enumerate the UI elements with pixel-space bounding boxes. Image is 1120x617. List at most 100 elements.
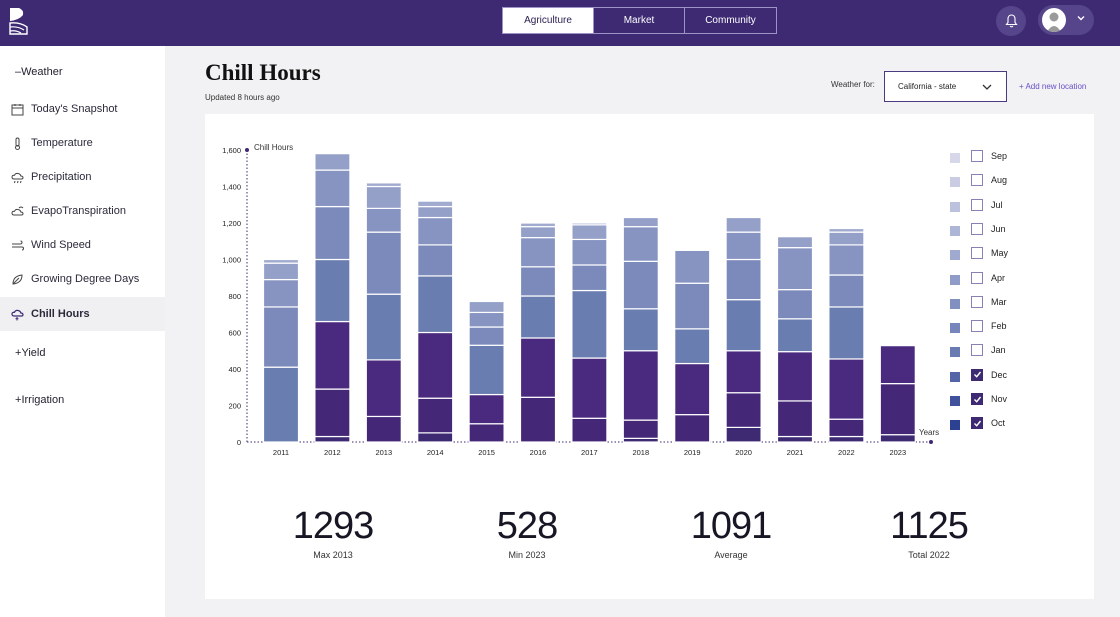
bar-segment-nov-2013: [365, 415, 402, 443]
legend-checkbox-oct[interactable]: [971, 417, 983, 430]
expand-icon: +: [15, 347, 22, 359]
sidebar-item-wind-speed[interactable]: Wind Speed: [0, 228, 165, 262]
bar-segment-dec-2015: [468, 393, 505, 425]
legend-checkbox-jun[interactable]: [971, 222, 983, 235]
legend-item-apr[interactable]: Apr: [950, 271, 1005, 287]
sidebar-item-todays-snapshot[interactable]: Today's Snapshot: [0, 92, 165, 126]
bar-segment-feb-2022: [828, 274, 865, 308]
x-tick-label: 2022: [838, 448, 855, 457]
bar-segment-nov-2021: [776, 400, 814, 438]
collapse-icon: –: [15, 66, 22, 78]
bar-segment-feb-2019: [674, 282, 711, 330]
wind-icon: [12, 240, 24, 250]
x-tick-label: 2013: [375, 448, 392, 457]
legend-item-jun[interactable]: Jun: [950, 222, 1006, 238]
x-tick-label: 2020: [735, 448, 752, 457]
tab-community[interactable]: Community: [705, 15, 756, 26]
legend-checkbox-aug[interactable]: [971, 174, 983, 187]
legend-checkbox-feb[interactable]: [971, 320, 983, 333]
legend-swatch: [950, 323, 960, 334]
sidebar-item-evapotranspiration[interactable]: EvapoTranspiration: [0, 194, 165, 228]
x-axis-end-dot: [929, 440, 933, 444]
legend-label: Apr: [991, 272, 1006, 283]
x-axis-title: Years: [919, 428, 939, 437]
legend-label: Oct: [991, 418, 1006, 429]
bar-segment-nov-2012: [314, 388, 351, 438]
chevron-down-icon: [1077, 16, 1085, 21]
sidebar-section-yield[interactable]: +Yield: [15, 347, 46, 359]
legend-checkbox-mar[interactable]: [971, 295, 983, 308]
sidebar-item-label: EvapoTranspiration: [31, 205, 126, 217]
sidebar-item-growing-degree-days[interactable]: Growing Degree Days: [0, 262, 165, 296]
legend-checkbox-nov[interactable]: [971, 393, 983, 405]
legend-label: May: [991, 248, 1009, 259]
legend-label: Aug: [991, 175, 1008, 186]
bar-segment-may-2022: [828, 227, 865, 233]
bar-segment-jan-2022: [828, 306, 865, 360]
y-tick-label: 1,000: [222, 256, 241, 265]
legend-checkbox-apr[interactable]: [971, 271, 983, 284]
legend-item-sep[interactable]: Sep: [950, 150, 1007, 165]
bar-segment-dec-2012: [314, 320, 351, 390]
bar-segment-apr-2018: [622, 216, 659, 228]
location-select[interactable]: California - state: [884, 71, 1007, 102]
sidebar-item-temperature[interactable]: Temperature: [0, 126, 165, 160]
sidebar-section-weather[interactable]: –Weather: [15, 66, 63, 78]
leaf-icon: [12, 273, 23, 285]
sidebar-item-precipitation[interactable]: Precipitation: [0, 160, 165, 194]
sidebar-item-label: Precipitation: [31, 171, 92, 183]
thermometer-icon: [15, 137, 20, 150]
x-tick-label: 2019: [684, 448, 701, 457]
legend-swatch: [950, 153, 960, 163]
bar-segment-may-2016: [519, 222, 557, 228]
stat-value: 1091: [690, 505, 773, 547]
location-select-value: California - state: [898, 82, 957, 91]
profile-menu-button[interactable]: [1038, 5, 1094, 35]
sidebar-item-label: Growing Degree Days: [31, 273, 140, 285]
bar-segment-mar-2014: [417, 216, 454, 246]
legend-item-mar[interactable]: Mar: [950, 295, 1007, 311]
legend-item-aug[interactable]: Aug: [950, 174, 1007, 189]
legend-checkbox-sep[interactable]: [971, 150, 983, 162]
notifications-button[interactable]: [996, 6, 1026, 36]
add-location-link[interactable]: + Add new location: [1019, 82, 1087, 91]
legend-item-jul[interactable]: Jul: [950, 198, 1003, 214]
bar-segment-jan-2020: [725, 299, 762, 352]
sidebar-section-irrigation[interactable]: +Irrigation: [15, 394, 64, 406]
bar-segment-dec-2022: [828, 358, 865, 420]
bar-segment-jan-2017: [571, 289, 608, 359]
legend-label: Jun: [991, 223, 1006, 234]
legend-item-nov[interactable]: Nov: [950, 393, 1007, 408]
legend-checkbox-jan[interactable]: [971, 344, 983, 357]
bar-segment-jan-2019: [674, 328, 711, 365]
bar-segment-feb-2021: [776, 289, 814, 320]
legend-checkbox-dec[interactable]: [971, 368, 983, 381]
x-tick-label: 2023: [889, 448, 906, 457]
bar-segment-nov-2022: [828, 418, 865, 438]
legend-label: Feb: [991, 321, 1007, 332]
bar-segment-apr-2014: [417, 205, 454, 219]
bar-segment-may-2013: [365, 182, 402, 188]
legend-label: Mar: [991, 296, 1007, 307]
tab-agriculture[interactable]: Agriculture: [503, 8, 594, 33]
avatar: [1042, 8, 1066, 32]
stat-value: 528: [496, 505, 558, 547]
x-tick-label: 2021: [787, 448, 804, 457]
bar-segment-mar-2011: [262, 278, 300, 308]
legend-item-feb[interactable]: Feb: [950, 320, 1007, 335]
stat-average: 1091 Average: [651, 505, 811, 560]
tab-market[interactable]: Market: [594, 8, 685, 33]
legend-checkbox-jul[interactable]: [971, 198, 983, 211]
bar-segment-apr-2022: [828, 231, 865, 246]
legend-item-may[interactable]: May: [950, 247, 1008, 262]
legend-item-oct[interactable]: Oct: [950, 417, 1005, 432]
bar-segment-jan-2016: [519, 295, 557, 339]
legend-item-jan[interactable]: Jan: [950, 344, 1006, 359]
sidebar-item-label: Chill Hours: [31, 308, 90, 320]
legend-item-dec[interactable]: Dec: [950, 368, 1007, 384]
legend-checkbox-may[interactable]: [971, 247, 983, 260]
bar-segment-oct-2022: [828, 435, 865, 443]
brand-logo-icon[interactable]: [8, 7, 30, 35]
bar-segment-may-2017: [571, 222, 608, 226]
sidebar-item-chill-hours[interactable]: Chill Hours: [0, 297, 165, 331]
